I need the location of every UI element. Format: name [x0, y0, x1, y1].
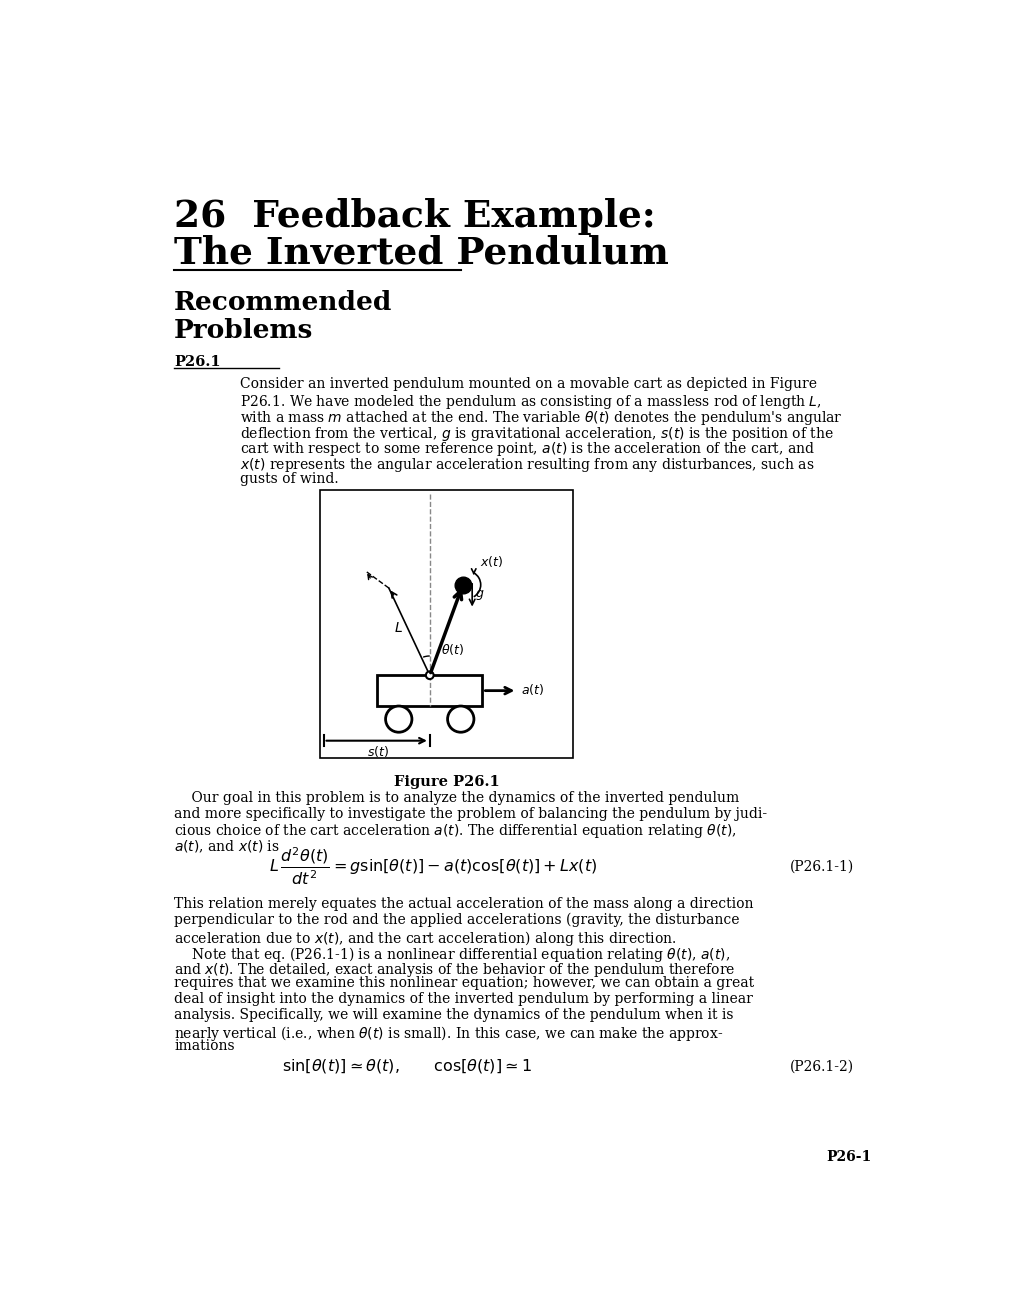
Text: $a(t)$, and $x(t)$ is: $a(t)$, and $x(t)$ is: [174, 838, 279, 855]
Text: (P26.1-2): (P26.1-2): [790, 1060, 854, 1073]
Bar: [377, 675, 482, 706]
Text: $\sin[\theta(t)] \simeq \theta(t),\qquad\cos[\theta(t)] \simeq 1$: $\sin[\theta(t)] \simeq \theta(t),\qquad…: [281, 1057, 531, 1076]
Text: $\theta(t)$: $\theta(t)$: [440, 642, 464, 656]
Text: P26.1: P26.1: [174, 355, 220, 370]
Text: (P26.1-1): (P26.1-1): [790, 859, 854, 873]
Text: analysis. Specifically, we will examine the dynamics of the pendulum when it is: analysis. Specifically, we will examine …: [174, 1007, 733, 1022]
Text: with a mass $m$ attached at the end. The variable $\theta(t)$ denotes the pendul: with a mass $m$ attached at the end. The…: [239, 409, 842, 427]
Text: The Inverted Pendulum: The Inverted Pendulum: [174, 235, 668, 272]
Text: $s(t)$: $s(t)$: [367, 744, 389, 759]
Text: $g$: $g$: [475, 588, 484, 602]
Text: and $x(t)$. The detailed, exact analysis of the behavior of the pendulum therefo: and $x(t)$. The detailed, exact analysis…: [174, 960, 735, 978]
Text: Figure P26.1: Figure P26.1: [393, 776, 498, 789]
Text: Recommended: Recommended: [174, 291, 392, 316]
Text: and more specifically to investigate the problem of balancing the pendulum by ju: and more specifically to investigate the…: [174, 806, 766, 821]
Text: Note that eq. (P26.1-1) is a nonlinear differential equation relating $\theta(t): Note that eq. (P26.1-1) is a nonlinear d…: [174, 944, 730, 964]
Text: requires that we examine this nonlinear equation; however, we can obtain a great: requires that we examine this nonlinear …: [174, 976, 753, 990]
Text: P26-1: P26-1: [825, 1149, 870, 1164]
Circle shape: [426, 672, 433, 679]
Text: $x(t)$: $x(t)$: [480, 554, 502, 568]
Bar: [319, 490, 573, 759]
Text: cious choice of the cart acceleration $a(t)$. The differential equation relating: cious choice of the cart acceleration $a…: [174, 822, 736, 840]
Text: Our goal in this problem is to analyze the dynamics of the inverted pendulum: Our goal in this problem is to analyze t…: [174, 790, 739, 805]
Text: perpendicular to the rod and the applied accelerations (gravity, the disturbance: perpendicular to the rod and the applied…: [174, 913, 739, 927]
Text: nearly vertical (i.e., when $\theta(t)$ is small). In this case, we can make the: nearly vertical (i.e., when $\theta(t)$ …: [174, 1023, 722, 1043]
Circle shape: [385, 706, 412, 732]
Text: This relation merely equates the actual acceleration of the mass along a directi: This relation merely equates the actual …: [174, 897, 753, 911]
Text: $L$: $L$: [393, 621, 403, 635]
Text: Consider an inverted pendulum mounted on a movable cart as depicted in Figure: Consider an inverted pendulum mounted on…: [239, 377, 816, 392]
Text: gusts of wind.: gusts of wind.: [239, 472, 338, 487]
Text: deflection from the vertical, $g$ is gravitational acceleration, $s(t)$ is the p: deflection from the vertical, $g$ is gra…: [239, 425, 833, 443]
Text: Problems: Problems: [174, 318, 313, 343]
Text: deal of insight into the dynamics of the inverted pendulum by performing a linea: deal of insight into the dynamics of the…: [174, 992, 752, 1006]
Text: acceleration due to $x(t)$, and the cart acceleration) along this direction.: acceleration due to $x(t)$, and the cart…: [174, 928, 676, 948]
Text: imations: imations: [174, 1039, 234, 1053]
Text: $L\,\dfrac{d^2\theta(t)}{dt^2} = g\sin[\theta(t)] - a(t)\cos[\theta(t)] + Lx(t)$: $L\,\dfrac{d^2\theta(t)}{dt^2} = g\sin[\…: [269, 846, 597, 886]
Text: 26  Feedback Example:: 26 Feedback Example:: [174, 197, 655, 235]
Text: $x(t)$ represents the angular acceleration resulting from any disturbances, such: $x(t)$ represents the angular accelerati…: [239, 456, 813, 475]
Text: P26.1. We have modeled the pendulum as consisting of a massless rod of length $L: P26.1. We have modeled the pendulum as c…: [239, 393, 820, 412]
Circle shape: [447, 706, 474, 732]
Text: $a(t)$: $a(t)$: [521, 681, 544, 697]
Text: cart with respect to some reference point, $a(t)$ is the acceleration of the car: cart with respect to some reference poin…: [239, 441, 814, 459]
